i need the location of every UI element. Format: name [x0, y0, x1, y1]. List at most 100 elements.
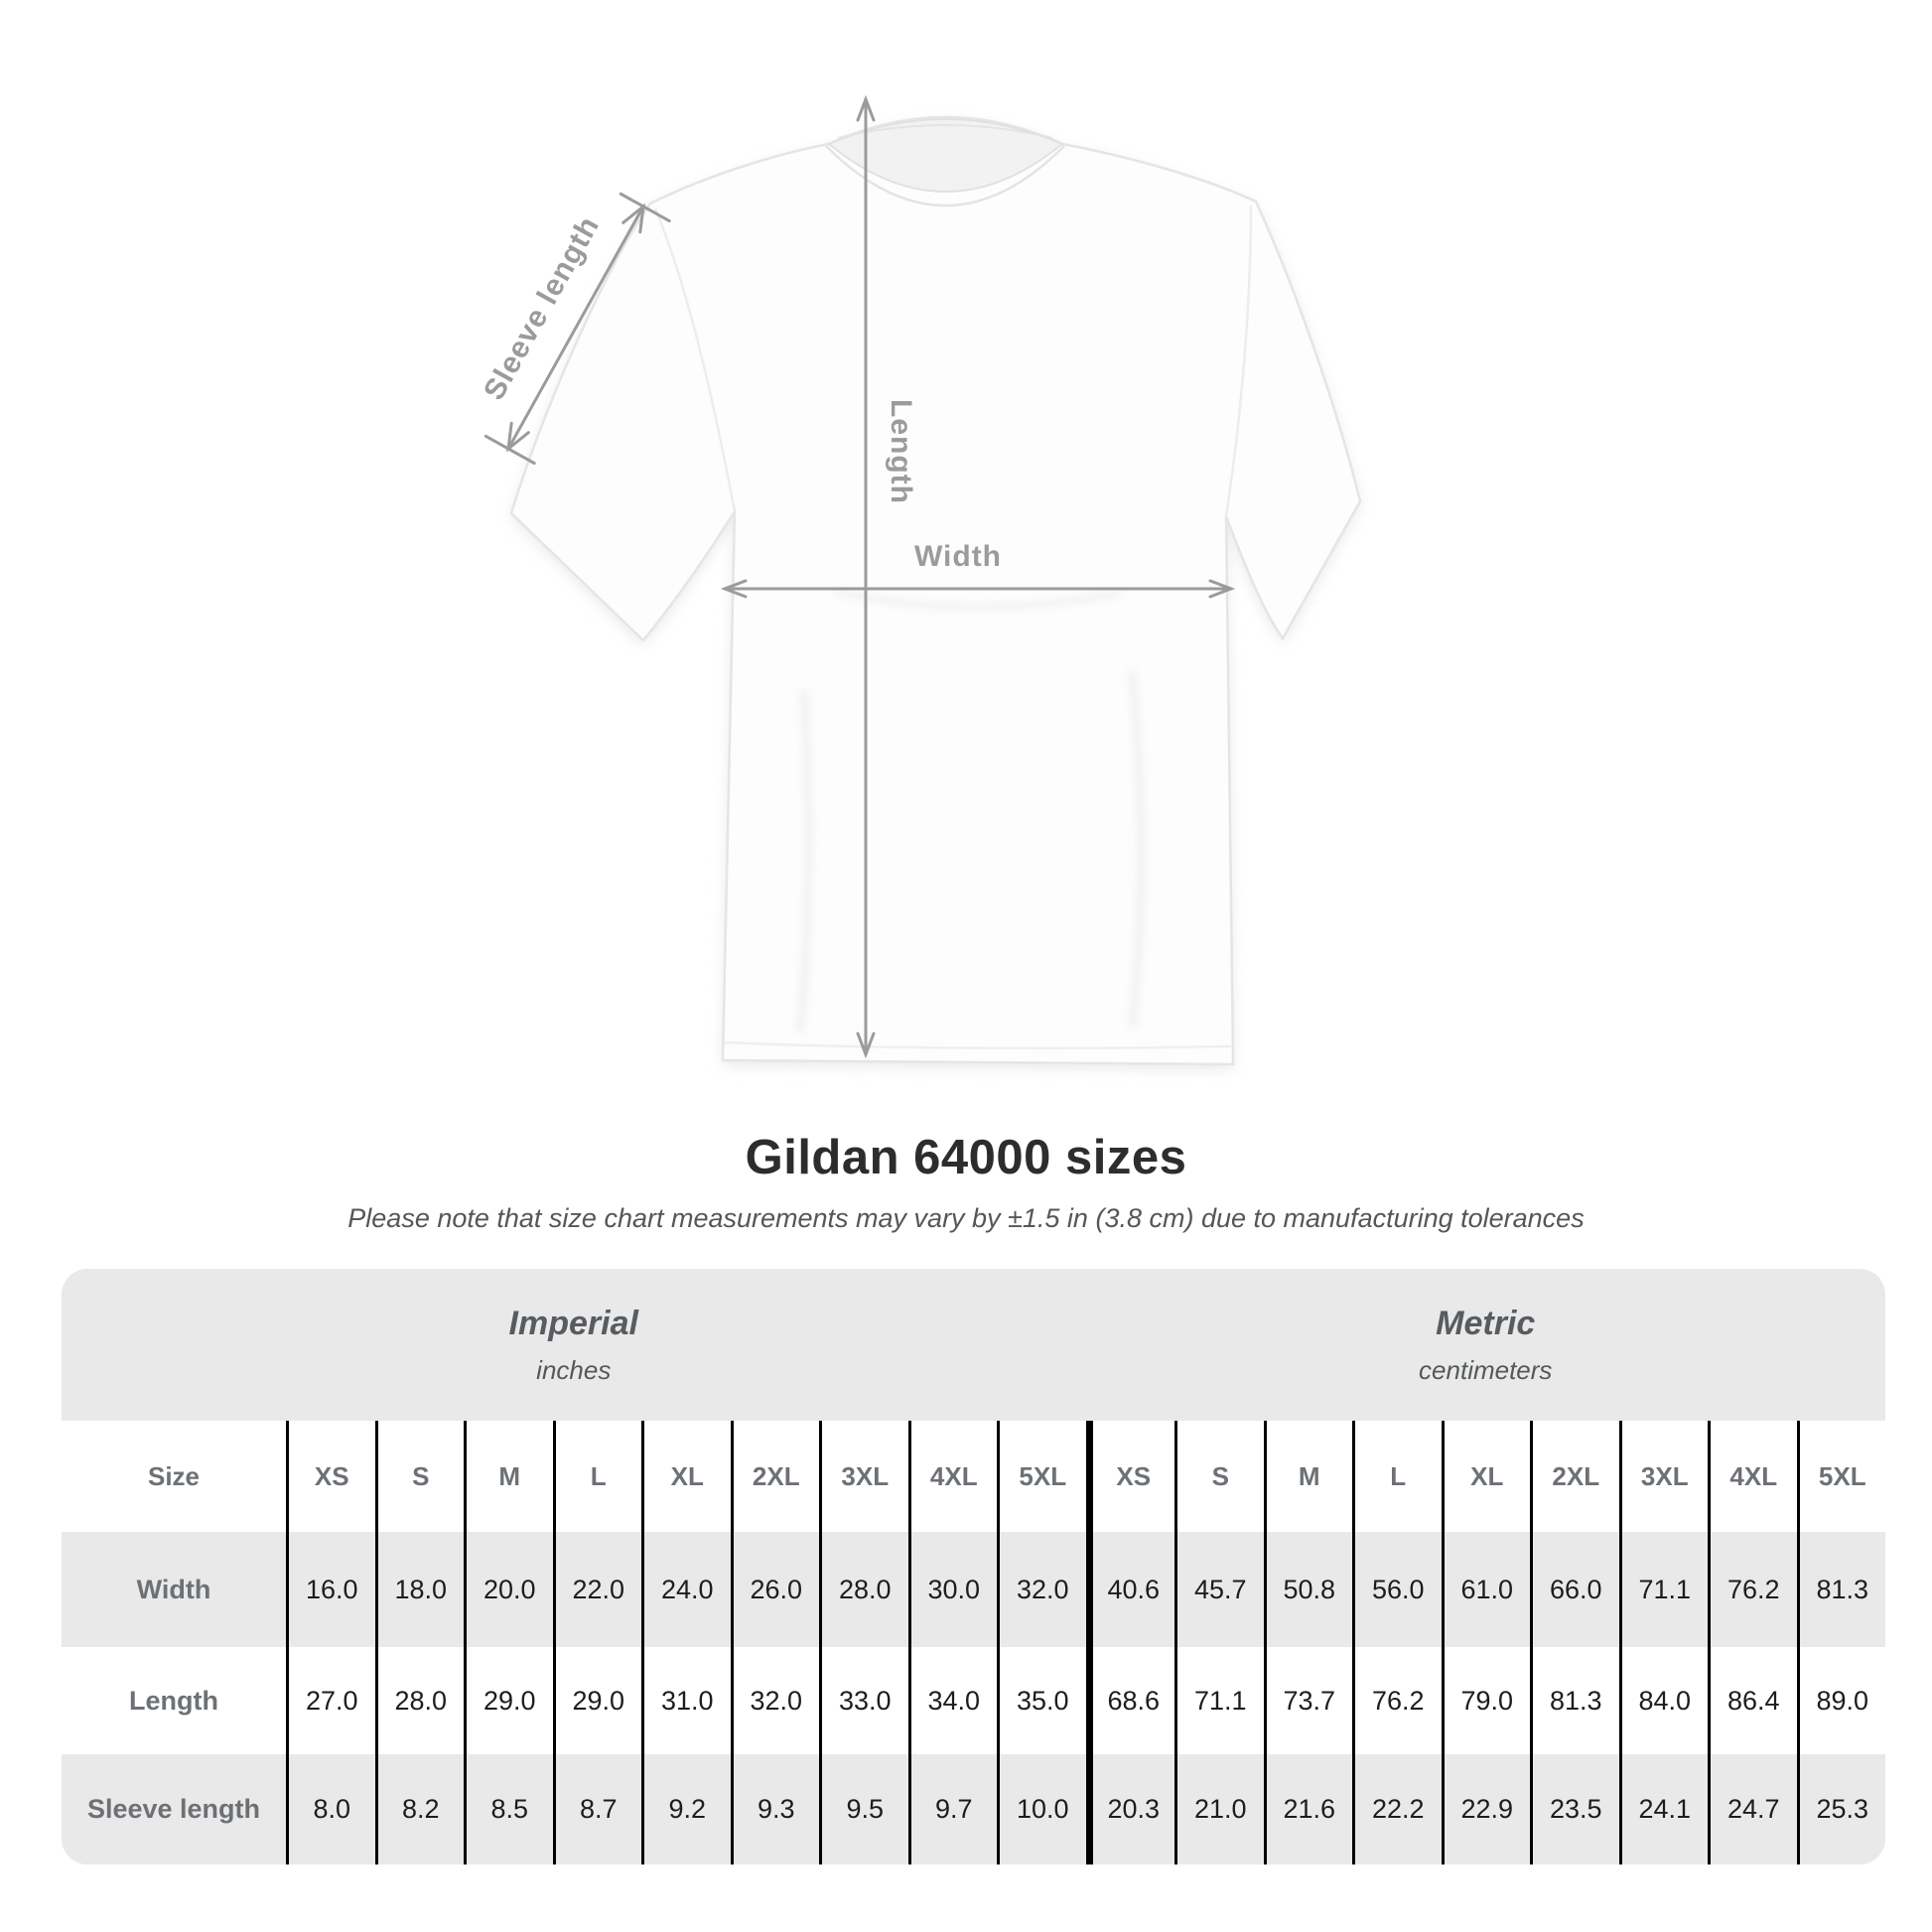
table-value-imperial-s: 18.0 — [374, 1532, 464, 1647]
table-value-imperial-s-text: 8.2 — [401, 1794, 440, 1824]
size-header-imperial-l-text: L — [590, 1460, 607, 1491]
table-value-imperial-3xl-text: 33.0 — [838, 1685, 892, 1716]
table-value-imperial-2xl: 32.0 — [730, 1647, 819, 1754]
table-value-metric-5xl: 25.3 — [1796, 1754, 1885, 1864]
collar-outer-seam — [825, 145, 1065, 207]
size-header-metric-xl: XL — [1441, 1421, 1530, 1532]
size-header-metric-5xl: 5XL — [1796, 1421, 1885, 1532]
table-value-imperial-5xl: 35.0 — [997, 1647, 1086, 1754]
table-value-imperial-5xl: 10.0 — [997, 1754, 1086, 1864]
table-value-metric-m-text: 21.6 — [1283, 1794, 1336, 1824]
table-value-metric-4xl-text: 86.4 — [1726, 1685, 1780, 1716]
table-value-imperial-m: 20.0 — [464, 1532, 553, 1647]
size-header-imperial-l: L — [552, 1421, 641, 1532]
table-value-imperial-l-text: 8.7 — [579, 1794, 618, 1824]
table-value-imperial-5xl-text: 32.0 — [1016, 1574, 1069, 1604]
table-value-imperial-4xl-text: 30.0 — [927, 1574, 981, 1604]
table-value-metric-l-text: 76.2 — [1371, 1685, 1425, 1716]
size-header-metric-m-text: M — [1298, 1460, 1320, 1491]
table-value-imperial-l: 22.0 — [552, 1532, 641, 1647]
table-value-imperial-2xl: 26.0 — [730, 1532, 819, 1647]
size-header-imperial-xs: XS — [286, 1421, 375, 1532]
size-header-metric-xl-text: XL — [1470, 1460, 1504, 1491]
table-value-metric-5xl: 89.0 — [1796, 1647, 1885, 1754]
table-value-metric-l: 76.2 — [1352, 1647, 1442, 1754]
table-value-metric-l: 22.2 — [1352, 1754, 1442, 1864]
table-value-metric-s-text: 71.1 — [1193, 1685, 1247, 1716]
table-value-metric-m-text: 73.7 — [1283, 1685, 1336, 1716]
row-label-sleeve-length-text: Sleeve length — [86, 1794, 261, 1824]
length-label: Length — [885, 399, 917, 504]
size-header-imperial-5xl: 5XL — [997, 1421, 1086, 1532]
table-value-imperial-xl: 9.2 — [641, 1754, 731, 1864]
table-value-imperial-m-text: 20.0 — [483, 1574, 536, 1604]
table-value-imperial-s-text: 28.0 — [394, 1685, 448, 1716]
row-label-width-text: Width — [136, 1574, 211, 1604]
table-value-imperial-xs-text: 8.0 — [313, 1794, 351, 1824]
table-value-imperial-l: 29.0 — [552, 1647, 641, 1754]
table-value-imperial-xs: 8.0 — [286, 1754, 375, 1864]
size-header-imperial-s-text: S — [412, 1460, 430, 1491]
row-label-length: Length — [62, 1647, 286, 1754]
table-value-metric-xs: 20.3 — [1085, 1754, 1174, 1864]
table-value-imperial-l-text: 29.0 — [572, 1685, 625, 1716]
size-header-metric-3xl: 3XL — [1618, 1421, 1708, 1532]
table-value-metric-xs-text: 68.6 — [1107, 1685, 1161, 1716]
table-value-metric-4xl: 86.4 — [1708, 1647, 1797, 1754]
table-value-imperial-5xl-text: 10.0 — [1016, 1794, 1069, 1824]
unit-group-imperial: Imperial inches — [62, 1269, 1086, 1421]
size-header-metric-xs-text: XS — [1116, 1460, 1152, 1491]
table-value-metric-l: 56.0 — [1352, 1532, 1442, 1647]
row-label-width: Width — [62, 1532, 286, 1647]
size-column-header-text: Size — [147, 1460, 201, 1491]
table-value-metric-xs: 68.6 — [1085, 1647, 1174, 1754]
table-value-metric-3xl-text: 84.0 — [1638, 1685, 1692, 1716]
table-value-imperial-m: 8.5 — [464, 1754, 553, 1864]
table-value-imperial-4xl: 30.0 — [907, 1532, 997, 1647]
size-header-metric-s: S — [1174, 1421, 1264, 1532]
table-value-imperial-xs-text: 16.0 — [305, 1574, 358, 1604]
table-value-imperial-xl-text: 24.0 — [660, 1574, 714, 1604]
table-value-imperial-4xl-text: 34.0 — [927, 1685, 981, 1716]
size-header-imperial-s: S — [374, 1421, 464, 1532]
table-value-metric-s-text: 21.0 — [1193, 1794, 1247, 1824]
unit-group-label: Imperial — [508, 1304, 638, 1342]
table-value-metric-xl: 22.9 — [1441, 1754, 1530, 1864]
table-value-imperial-3xl: 33.0 — [819, 1647, 908, 1754]
table-value-metric-xs: 40.6 — [1085, 1532, 1174, 1647]
unit-group-metric: Metric centimeters — [1085, 1269, 1885, 1421]
table-value-imperial-xl-text: 9.2 — [668, 1794, 707, 1824]
table-value-metric-4xl-text: 76.2 — [1726, 1574, 1780, 1604]
size-header-metric-xs: XS — [1085, 1421, 1174, 1532]
table-value-metric-xs-text: 40.6 — [1107, 1574, 1161, 1604]
table-value-imperial-xs-text: 27.0 — [305, 1685, 358, 1716]
table-value-imperial-xl-text: 31.0 — [660, 1685, 714, 1716]
size-header-imperial-m: M — [464, 1421, 553, 1532]
table-value-metric-5xl-text: 81.3 — [1816, 1574, 1869, 1604]
table-value-metric-m: 73.7 — [1263, 1647, 1352, 1754]
size-header-metric-l: L — [1352, 1421, 1442, 1532]
size-header-imperial-3xl: 3XL — [819, 1421, 908, 1532]
table-value-metric-4xl: 76.2 — [1708, 1532, 1797, 1647]
table-value-metric-l-text: 56.0 — [1371, 1574, 1425, 1604]
table-value-imperial-5xl: 32.0 — [997, 1532, 1086, 1647]
table-value-imperial-3xl-text: 9.5 — [846, 1794, 885, 1824]
table-value-imperial-5xl-text: 35.0 — [1016, 1685, 1069, 1716]
size-header-imperial-4xl-text: 4XL — [929, 1460, 978, 1491]
width-arrow — [720, 579, 1236, 599]
size-header-imperial-2xl-text: 2XL — [752, 1460, 800, 1491]
table-value-metric-3xl-text: 24.1 — [1638, 1794, 1692, 1824]
tshirt-diagram: Length Width Sleeve length — [417, 55, 1489, 1087]
table-value-imperial-4xl-text: 9.7 — [934, 1794, 973, 1824]
size-header-imperial-xl: XL — [641, 1421, 731, 1532]
size-header-metric-3xl-text: 3XL — [1640, 1460, 1689, 1491]
row-label-length-text: Length — [129, 1685, 218, 1716]
table-value-imperial-2xl-text: 32.0 — [750, 1685, 803, 1716]
table-value-metric-3xl: 84.0 — [1618, 1647, 1708, 1754]
table-value-imperial-2xl-text: 26.0 — [750, 1574, 803, 1604]
size-header-imperial-2xl: 2XL — [730, 1421, 819, 1532]
table-value-metric-s: 21.0 — [1174, 1754, 1264, 1864]
table-value-imperial-l-text: 22.0 — [572, 1574, 625, 1604]
table-value-imperial-l: 8.7 — [552, 1754, 641, 1864]
size-table: Imperial inches Metric centimeters Size XS S M L… — [62, 1269, 1885, 1864]
